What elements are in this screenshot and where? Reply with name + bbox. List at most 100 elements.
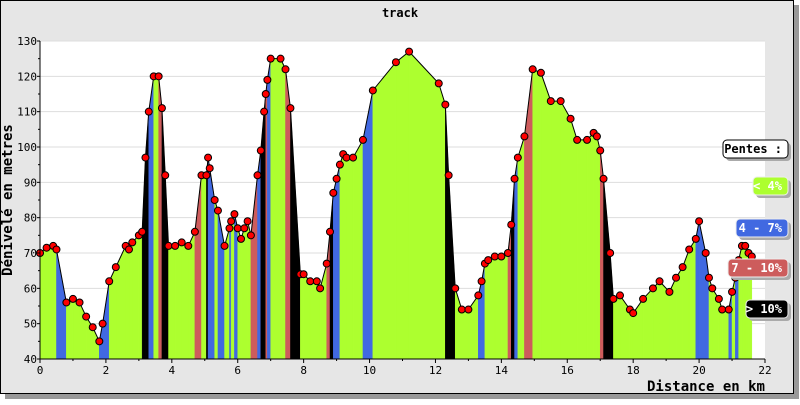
data-point	[596, 146, 605, 155]
data-point	[648, 284, 657, 293]
data-point	[276, 54, 285, 63]
data-point	[256, 146, 265, 155]
data-point	[358, 135, 367, 144]
data-point	[714, 294, 723, 303]
data-point	[665, 287, 674, 296]
legend-item-box	[735, 218, 789, 238]
data-point	[204, 153, 213, 162]
slope-segment	[270, 58, 281, 360]
data-point	[253, 171, 262, 180]
data-point	[161, 171, 170, 180]
legend-item: > 10%	[746, 302, 783, 316]
data-point	[233, 224, 242, 233]
slope-segment	[517, 136, 525, 360]
data-point	[405, 47, 414, 56]
slope-segment	[66, 298, 74, 360]
slope-segment	[280, 58, 286, 360]
slope-segment	[46, 245, 54, 360]
data-point	[507, 220, 516, 229]
slope-segment	[352, 138, 364, 360]
data-point	[678, 263, 687, 272]
slope-segment	[514, 157, 519, 360]
data-point	[457, 305, 466, 314]
slope-segment	[72, 298, 80, 360]
data-point	[190, 227, 199, 236]
slope-segment	[333, 178, 337, 360]
legend-item: < 4%	[753, 179, 783, 193]
slope-segment	[309, 281, 318, 360]
legend-title: Pentes :	[724, 142, 782, 156]
slope-segment	[188, 231, 196, 360]
data-point	[82, 312, 91, 321]
data-point	[503, 249, 512, 257]
slope-segment	[560, 100, 571, 360]
data-point	[111, 263, 120, 272]
data-point	[230, 210, 239, 219]
data-point	[316, 284, 325, 293]
data-point	[326, 227, 334, 236]
data-point	[42, 243, 51, 252]
slope-segment	[39, 247, 47, 360]
x-tick-label: 10	[363, 364, 376, 377]
x-tick-label: 12	[429, 364, 442, 377]
slope-segment	[230, 214, 235, 360]
data-point	[701, 249, 710, 257]
data-point	[391, 58, 400, 67]
slope-segment	[148, 76, 154, 360]
data-point	[98, 319, 107, 328]
y-tick-label: 90	[24, 176, 37, 189]
data-point	[695, 217, 704, 226]
y-tick-label: 100	[17, 141, 37, 154]
data-point	[246, 231, 255, 240]
slope-segment	[257, 150, 262, 360]
data-point	[704, 273, 713, 282]
data-point	[708, 284, 717, 293]
data-point	[573, 135, 582, 144]
y-tick-label: 60	[24, 282, 37, 295]
x-tick-label: 4	[169, 364, 176, 377]
data-point	[164, 241, 173, 250]
slope-segment	[593, 132, 598, 360]
data-point	[263, 75, 272, 84]
data-point	[566, 114, 575, 123]
y-tick-label: 50	[24, 318, 37, 331]
data-point	[68, 294, 77, 303]
y-tick-label: 80	[24, 212, 37, 225]
data-point	[484, 256, 493, 265]
slope-segment	[303, 273, 311, 360]
shadow	[5, 394, 799, 399]
data-point	[205, 164, 214, 173]
slope-segment	[461, 309, 469, 360]
slope-segment	[395, 51, 410, 360]
data-point	[332, 174, 341, 183]
legend-item: 4 - 7%	[739, 221, 783, 235]
y-axis-label: Dénivelé en metres	[0, 124, 16, 276]
slope-segment	[132, 234, 140, 360]
slope-segment	[688, 237, 697, 360]
x-tick-label: 8	[300, 364, 307, 377]
data-point	[88, 323, 97, 332]
slope-segment	[576, 139, 588, 360]
data-point	[335, 160, 344, 169]
data-point	[685, 245, 694, 254]
data-point	[243, 217, 252, 226]
chart-title: track	[382, 6, 419, 20]
data-point	[474, 291, 483, 300]
data-point	[728, 287, 737, 296]
x-tick-label: 14	[495, 364, 509, 377]
slope-segment	[721, 309, 729, 360]
data-point	[184, 241, 193, 250]
data-point	[141, 153, 150, 162]
slope-segment	[168, 245, 176, 360]
data-point	[322, 259, 331, 268]
data-point	[724, 305, 733, 314]
data-point	[546, 97, 555, 106]
data-point	[281, 65, 290, 74]
data-point	[434, 79, 443, 88]
legend-item-box	[752, 176, 789, 196]
data-point	[368, 86, 377, 95]
slope-segment	[214, 199, 219, 360]
data-point	[556, 97, 565, 106]
data-point	[105, 277, 114, 286]
